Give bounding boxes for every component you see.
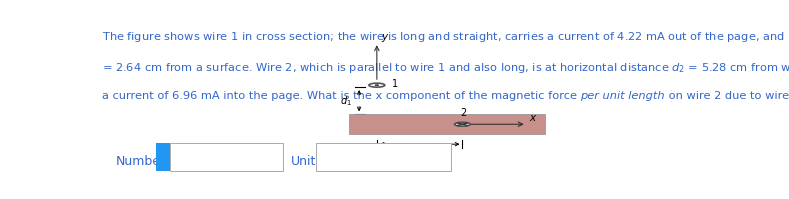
Text: Number: Number	[116, 155, 166, 168]
Bar	[156, 143, 170, 171]
Text: x: x	[529, 113, 536, 123]
Text: 2: 2	[461, 108, 467, 118]
Text: per unit length: per unit length	[580, 91, 665, 101]
Circle shape	[369, 83, 385, 87]
Text: The figure shows wire 1 in cross section; the wire is long and straight, carries: The figure shows wire 1 in cross section…	[102, 30, 789, 44]
Text: 1: 1	[392, 79, 398, 89]
Text: $d_2$: $d_2$	[413, 150, 425, 164]
Circle shape	[375, 85, 379, 86]
Bar	[350, 114, 545, 134]
Text: ⌄: ⌄	[438, 150, 449, 164]
Text: y: y	[382, 31, 388, 42]
Text: a current of 6.96 mA into the page. What is the x component of the magnetic forc: a current of 6.96 mA into the page. What…	[102, 91, 580, 101]
Circle shape	[454, 122, 470, 126]
Text: on wire 2 due to wire 1?: on wire 2 due to wire 1?	[665, 91, 789, 101]
Bar	[170, 143, 283, 171]
Text: = 2.64 cm from a surface. Wire 2, which is parallel to wire 1 and also long, is : = 2.64 cm from a surface. Wire 2, which …	[102, 61, 789, 75]
Text: i: i	[161, 151, 165, 164]
Bar	[316, 143, 451, 171]
Text: Units: Units	[291, 155, 323, 168]
Text: $d_1$: $d_1$	[340, 94, 352, 108]
